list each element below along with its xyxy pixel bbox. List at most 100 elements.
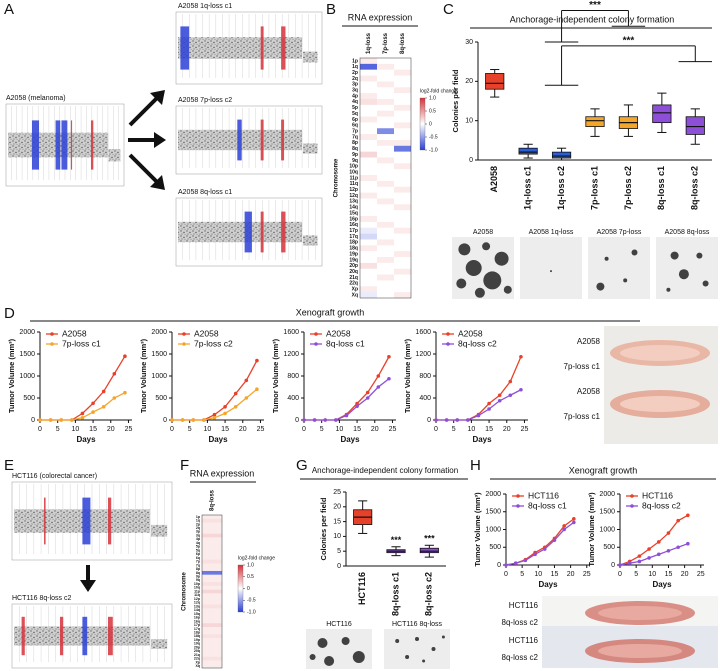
y-axis-label: Chromosome — [182, 572, 188, 611]
photo-bg — [656, 237, 718, 299]
x-tick-label: 25 — [389, 426, 397, 433]
y-tick-label: 800 — [287, 373, 299, 380]
row-label: 8p — [196, 567, 201, 571]
x-axis-label: Days — [652, 580, 672, 589]
y-tick-label: 5 — [337, 548, 341, 555]
heat-cell — [360, 175, 377, 182]
photo-caption: A2058 — [473, 229, 493, 236]
heat-cell — [377, 180, 394, 187]
cnv-band — [178, 37, 303, 59]
arrows — [80, 90, 166, 592]
series-point — [444, 418, 449, 422]
y-axis-label: Tumor Volume (mm³) — [271, 338, 280, 413]
photo-caption: A2058 1q-loss — [529, 229, 574, 236]
row-label: 18p — [194, 630, 201, 634]
cnv-streak — [260, 119, 264, 161]
heat-cell — [202, 515, 222, 519]
series-point — [666, 531, 671, 535]
heat-cell — [377, 204, 394, 211]
series-point — [323, 418, 328, 422]
heat-cell — [377, 110, 394, 117]
heat-cell — [377, 139, 394, 147]
heat-cell — [377, 93, 394, 100]
cnv-caption: A2058 8q-loss c1 — [178, 189, 232, 196]
colony-photo — [588, 237, 650, 299]
row-label: 9p — [196, 575, 201, 579]
heat-cell — [394, 257, 411, 264]
mouse-photo — [542, 596, 718, 668]
series-point — [497, 393, 502, 398]
row-label: 2p — [352, 70, 358, 76]
cnv-streak — [82, 497, 91, 545]
y-tick-label: 20 — [333, 504, 341, 511]
y-axis-label: Tumor Volume (mm³) — [7, 338, 16, 413]
row-label: 12q — [349, 193, 358, 199]
y-tick-label: 1600 — [283, 329, 299, 336]
cnv-tail — [108, 149, 121, 162]
y-tick-label: 0 — [427, 417, 431, 424]
series-point — [38, 418, 42, 422]
heat-cell — [360, 163, 377, 170]
x-tick-label: 5 — [188, 426, 192, 433]
row-label: 12p — [349, 187, 358, 193]
heat-cell — [394, 169, 411, 176]
series-line — [172, 360, 258, 421]
y-axis-label: Colonies per field — [451, 69, 460, 132]
heat-cell — [394, 292, 411, 299]
y-tick-label: 0 — [497, 562, 501, 569]
cnv-streak — [70, 120, 73, 170]
legend-label: 8q-loss c1 — [528, 500, 567, 510]
row-label: 22q — [194, 657, 200, 661]
heat-cell — [202, 593, 222, 598]
y-tick-label: 0 — [611, 562, 615, 569]
row-label: 4q — [352, 99, 358, 105]
heat-cell — [394, 145, 411, 152]
series-point — [223, 411, 227, 416]
row-label: 19p — [349, 251, 358, 257]
colony — [405, 655, 410, 659]
heat-cell — [202, 649, 222, 654]
series-point — [637, 554, 642, 558]
y-tick-label: 1500 — [485, 509, 501, 516]
series-point — [533, 552, 537, 557]
row-label: 14q — [194, 608, 200, 612]
row-label: 11p — [350, 175, 358, 181]
mouse-label: 7p-loss c1 — [564, 412, 601, 421]
heat-cell — [394, 122, 411, 129]
row-label: 3p — [352, 82, 358, 88]
colony — [431, 647, 436, 651]
chart-title: Anchorage-independent colony formation — [312, 466, 458, 475]
heat-cell — [394, 63, 411, 70]
series-point — [513, 561, 518, 566]
heat-cell — [360, 268, 377, 275]
series-point — [656, 552, 661, 557]
y-tick-label: 10 — [465, 118, 473, 125]
heat-cell — [377, 151, 394, 158]
row-label: 21q — [349, 275, 358, 281]
y-tick-label: 30 — [465, 39, 473, 46]
heat-cell — [202, 544, 222, 549]
cnv-plot — [11, 481, 173, 561]
legend-label: A2058 — [458, 328, 483, 338]
series-point — [647, 556, 651, 560]
legend-marker — [630, 504, 634, 508]
series-point — [123, 354, 127, 359]
series-point — [552, 538, 557, 542]
y-tick-label: 1500 — [19, 351, 35, 358]
series-point — [80, 411, 85, 416]
heat-cell — [377, 69, 394, 76]
heat-cell — [394, 116, 411, 123]
heat-cell — [360, 233, 377, 240]
x-tick-label: 10 — [335, 426, 343, 433]
y-axis-label: Tumor Volume (mm³) — [587, 492, 596, 567]
x-tick-label: 20 — [503, 426, 511, 433]
x-tick-label: 8q-loss c2 — [690, 166, 700, 210]
series-point — [312, 418, 317, 422]
heat-cell — [377, 128, 394, 135]
heat-cell — [202, 634, 222, 639]
legend-label: HCT116 — [528, 490, 559, 500]
cnv-streak — [60, 616, 64, 656]
panel-letter: B — [326, 1, 336, 18]
x-axis-label: Days — [538, 580, 558, 589]
heat-cell — [202, 578, 222, 583]
